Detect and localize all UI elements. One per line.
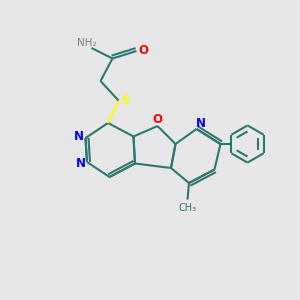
Text: N: N: [75, 157, 85, 170]
Text: NH₂: NH₂: [77, 38, 97, 49]
Text: N: N: [74, 130, 84, 143]
Text: S: S: [121, 94, 129, 107]
Text: O: O: [138, 44, 148, 58]
Text: O: O: [152, 113, 163, 126]
Text: CH₃: CH₃: [178, 203, 196, 213]
Text: N: N: [196, 117, 206, 130]
